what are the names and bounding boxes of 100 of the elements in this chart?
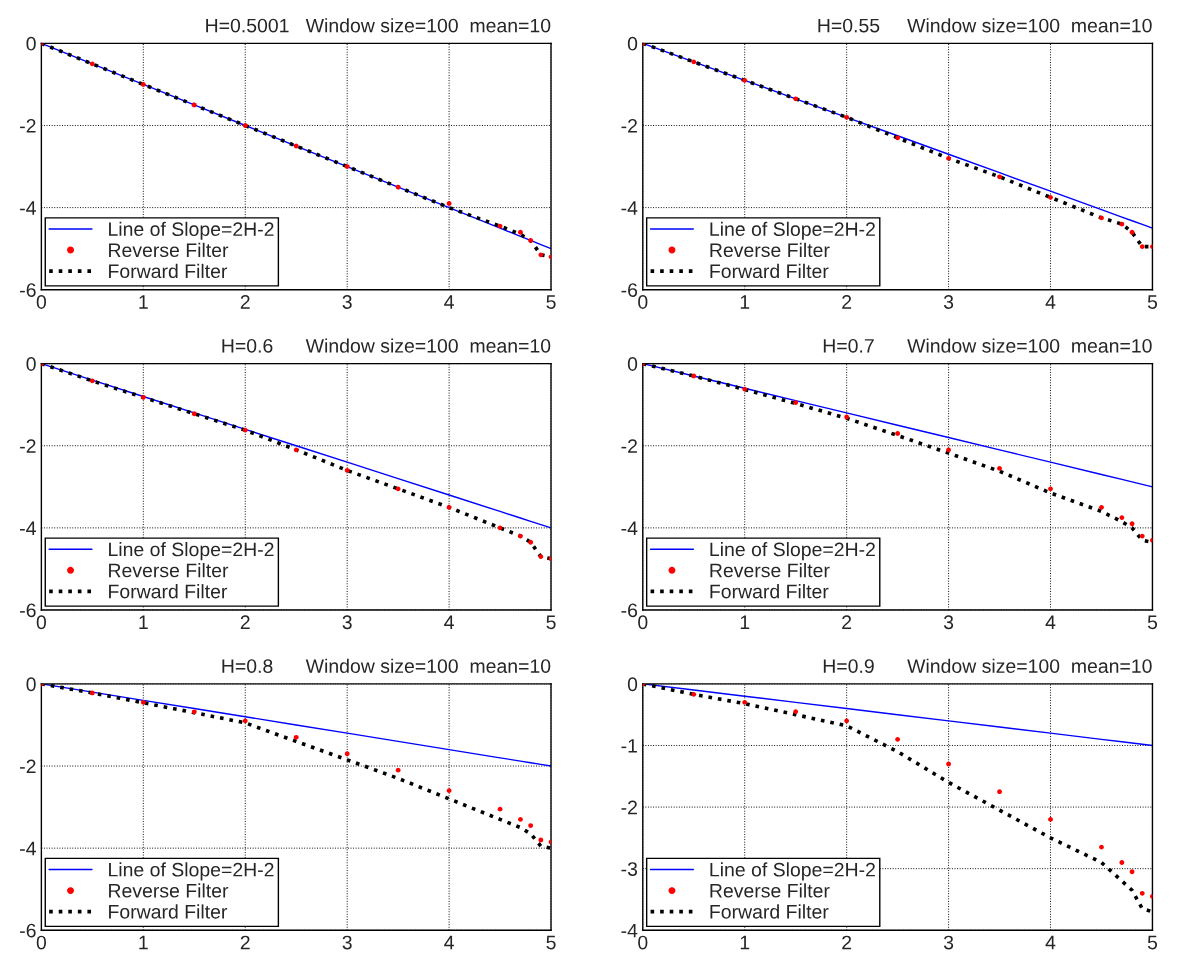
x-tick-label: 2 — [240, 615, 250, 629]
legend-label: Reverse Filter — [109, 883, 229, 898]
x-tick-label: 5 — [1147, 935, 1158, 950]
point — [793, 400, 799, 406]
point — [1139, 244, 1145, 250]
point — [946, 155, 951, 161]
y-tick-label: -6 — [621, 283, 638, 297]
chart-title: H=0.7 Window size=100 mean=10 — [823, 338, 1152, 353]
legend-label: Reverse Filter — [710, 563, 830, 578]
point — [140, 394, 146, 400]
x-tick-label: 5 — [1147, 295, 1158, 309]
point — [1099, 504, 1104, 510]
point — [793, 709, 799, 715]
x-tick-label: 1 — [740, 935, 750, 950]
point — [242, 427, 248, 433]
point — [89, 61, 95, 67]
point — [1119, 860, 1125, 865]
x-tick-label: 2 — [842, 615, 852, 629]
x-tick-label: 0 — [36, 295, 47, 309]
x-tick-label: 5 — [1147, 615, 1158, 630]
legend-label: Forward Filter — [109, 263, 228, 279]
point — [742, 699, 748, 705]
point — [293, 447, 299, 453]
x-tick-label: 0 — [638, 935, 648, 950]
x-tick-label: 2 — [240, 935, 250, 950]
x-tick-label: 4 — [444, 935, 454, 950]
chart-title: H=0.55 Window size=100 mean=10 — [818, 18, 1152, 33]
x-tick-label: 1 — [139, 295, 148, 309]
y-tick-label: -4 — [20, 841, 36, 856]
point — [528, 823, 534, 828]
legend-label: Line of Slope=2H-2 — [710, 542, 875, 561]
legend-label: Forward Filter — [710, 904, 829, 919]
point — [344, 467, 350, 473]
y-tick-label: -4 — [621, 923, 638, 938]
point — [344, 751, 350, 757]
legend-label: Line of Slope=2H-2 — [109, 542, 274, 561]
point — [518, 229, 523, 235]
chart-title: H=0.9 Window size=100 mean=10 — [823, 658, 1152, 673]
y-tick-label: 0 — [26, 357, 36, 371]
y-tick-label: -6 — [621, 603, 638, 618]
point — [691, 691, 697, 697]
y-tick-label: -2 — [621, 118, 637, 133]
x-tick-label: 2 — [240, 295, 250, 309]
y-tick-label: 0 — [627, 677, 638, 692]
x-tick-label: 4 — [444, 295, 454, 309]
point — [538, 554, 544, 560]
x-tick-label: 1 — [740, 295, 750, 309]
point — [293, 143, 299, 149]
legend-label: Reverse Filter — [710, 883, 830, 898]
y-tick-label: -2 — [20, 118, 36, 133]
x-tick-label: 0 — [638, 295, 648, 309]
x-tick-label: 1 — [740, 615, 750, 629]
point — [1099, 215, 1104, 221]
point — [997, 465, 1002, 471]
x-tick-label: 3 — [342, 295, 352, 309]
point — [242, 123, 248, 128]
point — [518, 816, 523, 822]
point — [844, 114, 850, 120]
point — [1129, 869, 1135, 875]
x-tick-label: 0 — [36, 615, 47, 630]
x-tick-label: 0 — [638, 615, 648, 630]
y-tick-label: -4 — [20, 521, 36, 535]
x-tick-label: 2 — [842, 295, 852, 309]
point — [844, 718, 850, 724]
y-tick-label: -6 — [20, 923, 36, 938]
y-tick-label: -1 — [621, 739, 637, 753]
y-tick-label: 0 — [627, 36, 638, 51]
point — [691, 373, 697, 379]
y-tick-label: 0 — [627, 357, 638, 371]
point — [997, 174, 1002, 180]
y-tick-label: -4 — [20, 201, 36, 215]
legend-label: Forward Filter — [710, 263, 829, 279]
y-tick-label: -3 — [621, 862, 638, 876]
point — [446, 788, 452, 794]
point — [742, 77, 748, 83]
y-tick-label: -6 — [20, 283, 36, 297]
x-tick-label: 5 — [546, 935, 556, 950]
legend-label: Line of Slope=2H-2 — [710, 862, 875, 881]
y-tick-label: -6 — [20, 603, 36, 618]
point — [946, 447, 951, 453]
point — [446, 504, 452, 510]
point — [742, 386, 748, 392]
y-tick-label: 0 — [26, 677, 36, 692]
point — [89, 378, 95, 384]
point — [1048, 816, 1053, 822]
x-tick-label: 5 — [546, 295, 556, 309]
chart-title: H=0.6 Window size=100 mean=10 — [222, 338, 551, 353]
x-tick-label: 3 — [943, 935, 954, 950]
chart-title: H=0.5001 Window size=100 mean=10 — [206, 18, 551, 33]
legend-label: Reverse Filter — [109, 563, 229, 578]
point — [293, 734, 299, 740]
y-tick-label: -2 — [621, 800, 637, 815]
point — [1119, 515, 1125, 521]
legend-label: Forward Filter — [109, 584, 228, 599]
x-tick-label: 2 — [842, 935, 852, 950]
point — [191, 709, 197, 715]
point — [140, 699, 146, 705]
y-tick-label: -2 — [20, 759, 36, 774]
point — [538, 252, 544, 258]
x-tick-label: 3 — [342, 935, 352, 950]
